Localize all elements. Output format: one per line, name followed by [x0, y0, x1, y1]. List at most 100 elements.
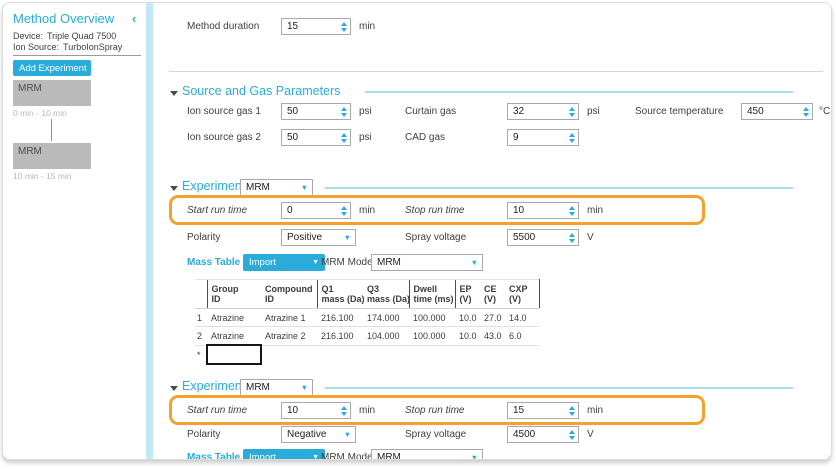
import-button-2[interactable]: Import — [243, 449, 325, 459]
device-label: Device: — [13, 31, 44, 41]
stop-run-time-unit-1: min — [587, 205, 604, 216]
empty-cell — [363, 345, 409, 364]
device-row: Device: Triple Quad 7500 — [13, 31, 116, 41]
col-header-line2: time (ms) — [413, 294, 454, 304]
stop-run-time-input-1[interactable]: 10 — [507, 202, 579, 219]
spinner-icon[interactable] — [801, 106, 812, 117]
start-run-time-input-2[interactable]: 10 — [281, 402, 351, 419]
curtain-gas-input[interactable]: 32 — [507, 103, 579, 120]
row-number: 2 — [195, 326, 207, 346]
cad-gas-input[interactable]: 9 — [507, 129, 579, 146]
chevron-down-icon — [471, 453, 482, 459]
empty-cell — [480, 345, 505, 364]
mrm-mode-dropdown-2[interactable]: MRM — [371, 449, 483, 459]
collapse-sidebar-icon[interactable] — [132, 11, 136, 26]
start-run-time-unit-2: min — [359, 405, 376, 416]
col-header-ep: EP (V) — [454, 279, 480, 309]
spinner-icon[interactable] — [567, 429, 578, 440]
spinner-icon[interactable] — [567, 106, 578, 117]
empty-cell — [505, 345, 539, 364]
spinner-icon[interactable] — [567, 232, 578, 243]
section-underline — [325, 187, 793, 189]
polarity-dropdown-2[interactable]: Negative — [281, 426, 356, 443]
spinner-icon[interactable] — [339, 21, 350, 32]
spinner-icon[interactable] — [567, 132, 578, 143]
run-time-highlight-box-1 — [169, 195, 705, 225]
ion-source-gas1-input[interactable]: 50 — [281, 103, 351, 120]
collapse-section-icon[interactable] — [170, 186, 178, 191]
collapse-section-icon[interactable] — [170, 386, 178, 391]
stop-run-time-unit-2: min — [587, 405, 604, 416]
cell-q1-mass[interactable]: 216.100 — [317, 326, 363, 346]
add-experiment-button[interactable]: Add Experiment — [13, 60, 91, 76]
cad-gas-value: 9 — [513, 132, 519, 143]
cell-q3-mass[interactable]: 174.000 — [363, 308, 409, 327]
col-header-line2: mass (Da) — [321, 294, 365, 304]
timeline-block-mrm-2[interactable]: MRM — [13, 143, 91, 169]
collapse-section-icon[interactable] — [170, 91, 178, 96]
start-run-time-value-1: 0 — [287, 205, 293, 216]
col-header-line2: (V) — [459, 294, 472, 304]
polarity-label-2: Polarity — [187, 429, 221, 440]
stop-run-time-value-1: 10 — [513, 205, 525, 216]
spray-voltage-input-1[interactable]: 5500 — [507, 229, 579, 246]
cell-ce[interactable]: 27.0 — [480, 308, 505, 327]
cell-group-id[interactable]: Atrazine — [207, 308, 261, 327]
timeline-block-mrm-1[interactable]: MRM — [13, 80, 91, 106]
empty-cell — [317, 345, 363, 364]
spray-voltage-value-2: 4500 — [513, 429, 536, 440]
polarity-dropdown-1[interactable]: Positive — [281, 229, 356, 246]
col-header-line2: (V) — [484, 294, 496, 304]
cell-dwell-time[interactable]: 100.000 — [409, 308, 455, 327]
spray-voltage-input-2[interactable]: 4500 — [507, 426, 579, 443]
spinner-icon[interactable] — [339, 132, 350, 143]
method-editor-window: Method Overview Device:Triple Quad 7500 … — [2, 2, 832, 460]
chevron-down-icon — [471, 258, 482, 267]
cell-ep[interactable]: 10.0 — [455, 326, 480, 346]
cell-compound-id[interactable]: Atrazine 2 — [261, 326, 317, 346]
mass-table-label-2: Mass Table — [187, 452, 241, 460]
new-row: * — [195, 344, 539, 365]
timeline-range-2: 10 min - 15 min — [13, 171, 72, 181]
spinner-icon[interactable] — [339, 106, 350, 117]
col-header-line1: CE — [484, 284, 497, 294]
spinner-icon[interactable] — [339, 205, 350, 216]
spinner-icon[interactable] — [567, 405, 578, 416]
start-run-time-label-2: Start run time — [187, 405, 248, 416]
cell-compound-id[interactable]: Atrazine 1 — [261, 308, 317, 327]
ion-source-gas1-label: Ion source gas 1 — [187, 106, 261, 117]
sidebar-main-splitter[interactable] — [146, 3, 153, 459]
spray-voltage-unit-2: V — [587, 429, 594, 440]
col-header-dwell-time: Dwell time (ms) — [408, 279, 455, 309]
cell-q1-mass[interactable]: 216.100 — [317, 308, 363, 327]
active-cell[interactable] — [206, 344, 262, 365]
spray-voltage-value-1: 5500 — [513, 232, 536, 243]
spinner-icon[interactable] — [339, 405, 350, 416]
curtain-gas-label: Curtain gas — [405, 106, 457, 117]
experiment1-type-dropdown[interactable]: MRM — [240, 179, 313, 196]
cell-group-id[interactable]: Atrazine — [207, 326, 261, 346]
method-duration-label: Method duration — [187, 21, 260, 32]
mrm-mode-label-1: MRM Mode — [321, 257, 373, 268]
cell-cxp[interactable]: 14.0 — [505, 308, 539, 327]
mrm-mode-dropdown-1[interactable]: MRM — [371, 254, 483, 271]
method-duration-input[interactable]: 15 — [281, 18, 351, 35]
chevron-down-icon — [344, 430, 355, 439]
start-run-time-input-1[interactable]: 0 — [281, 202, 351, 219]
col-header-line1: CXP — [509, 284, 528, 294]
cell-dwell-time[interactable]: 100.000 — [409, 326, 455, 346]
start-run-time-label-1: Start run time — [187, 205, 248, 216]
cell-q3-mass[interactable]: 104.000 — [363, 326, 409, 346]
stop-run-time-input-2[interactable]: 15 — [507, 402, 579, 419]
import-button-1[interactable]: Import — [243, 254, 325, 271]
experiment2-type-dropdown[interactable]: MRM — [240, 379, 313, 396]
col-header-line2: ID — [211, 294, 221, 304]
ion-source-gas2-input[interactable]: 50 — [281, 129, 351, 146]
cell-cxp[interactable]: 6.0 — [505, 326, 539, 346]
source-temp-input[interactable]: 450 — [741, 103, 813, 120]
cell-ep[interactable]: 10.0 — [455, 308, 480, 327]
timeline-connector — [51, 119, 52, 141]
spinner-icon[interactable] — [567, 205, 578, 216]
cell-ce[interactable]: 43.0 — [480, 326, 505, 346]
ion-source-gas2-value: 50 — [287, 132, 299, 143]
